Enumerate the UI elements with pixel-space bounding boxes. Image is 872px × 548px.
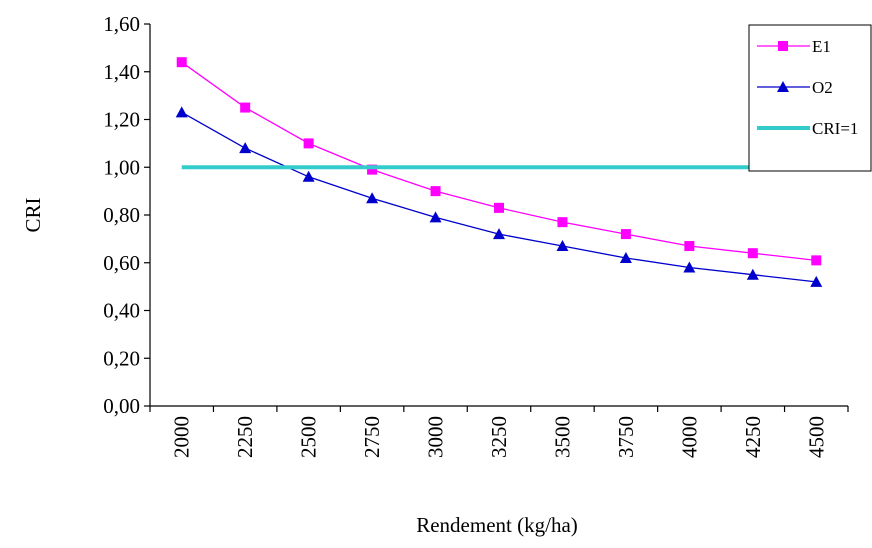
legend-cri-1-label: CRI=1 <box>812 119 858 138</box>
legend-e1-point <box>778 41 788 51</box>
x-ticks: 2000 2250 2500 2750 3000 3250 3500 3750 4000 4250… <box>149 406 849 458</box>
series-o2-point <box>746 268 759 280</box>
series-e1-point <box>747 248 758 259</box>
y-tick-label: 0,40 <box>103 299 140 323</box>
legend: E1 O2 CRI=1 <box>748 24 872 172</box>
series-o2 <box>175 106 823 287</box>
series-o2-point <box>302 170 315 182</box>
series-o2-point <box>619 251 632 263</box>
legend-e1-label: E1 <box>812 37 831 56</box>
series-e1-point <box>494 202 504 213</box>
x-tick-label: 4000 <box>677 416 701 458</box>
series-e1-point <box>367 164 378 175</box>
series-layer <box>175 57 823 287</box>
legend-o2-point <box>777 81 789 92</box>
x-tick-label: 4250 <box>741 416 765 458</box>
series-e1 <box>176 57 822 266</box>
series-o2-point <box>556 240 569 252</box>
series-e1-point <box>811 255 822 266</box>
series-e1-point <box>176 57 187 68</box>
y-tick-label: 0,60 <box>103 251 140 275</box>
series-o2-point <box>239 142 252 154</box>
series-o2-line <box>181 111 817 283</box>
series-e1-point <box>303 138 314 149</box>
y-tick-label: 0,20 <box>103 346 140 370</box>
series-o2-point <box>683 261 696 273</box>
series-o2-point <box>810 275 823 287</box>
series-e1-point <box>684 241 695 252</box>
y-tick-label: 1,20 <box>103 108 140 132</box>
series-e1-point <box>240 102 251 113</box>
y-tick-label: 1,60 <box>103 12 140 36</box>
y-axis-title: CRI <box>21 197 45 232</box>
y-ticks: 0,00 0,20 0,40 0,60 0,80 1,00 1,20 1,40 1,60 <box>103 12 150 418</box>
y-tick-label: 0,80 <box>103 203 140 227</box>
x-tick-label: 3250 <box>487 416 511 458</box>
y-tick-label: 0,00 <box>103 394 140 418</box>
x-tick-label: 2000 <box>170 416 194 458</box>
legend-box <box>748 24 872 172</box>
x-tick-label: 2750 <box>360 416 384 458</box>
y-tick-label: 1,40 <box>103 60 140 84</box>
series-e1-point <box>557 217 568 228</box>
x-tick-label: 3500 <box>550 416 574 458</box>
x-axis-title: Rendement (kg/ha) <box>416 513 578 537</box>
series-o2-point <box>175 106 188 118</box>
series-o2-point <box>493 228 505 240</box>
x-tick-label: 4500 <box>804 416 828 458</box>
x-tick-label: 2500 <box>297 416 321 458</box>
series-e1-point <box>430 186 441 197</box>
series-o2-point <box>366 192 379 204</box>
series-e1-point <box>620 229 631 240</box>
y-tick-label: 1,00 <box>103 155 140 179</box>
x-tick-label: 2250 <box>233 416 257 458</box>
x-tick-label: 3000 <box>424 416 448 458</box>
series-o2-point <box>429 211 442 223</box>
legend-o2-label: O2 <box>812 78 833 97</box>
x-tick-label: 3750 <box>614 416 638 458</box>
axes-layer <box>149 24 848 407</box>
